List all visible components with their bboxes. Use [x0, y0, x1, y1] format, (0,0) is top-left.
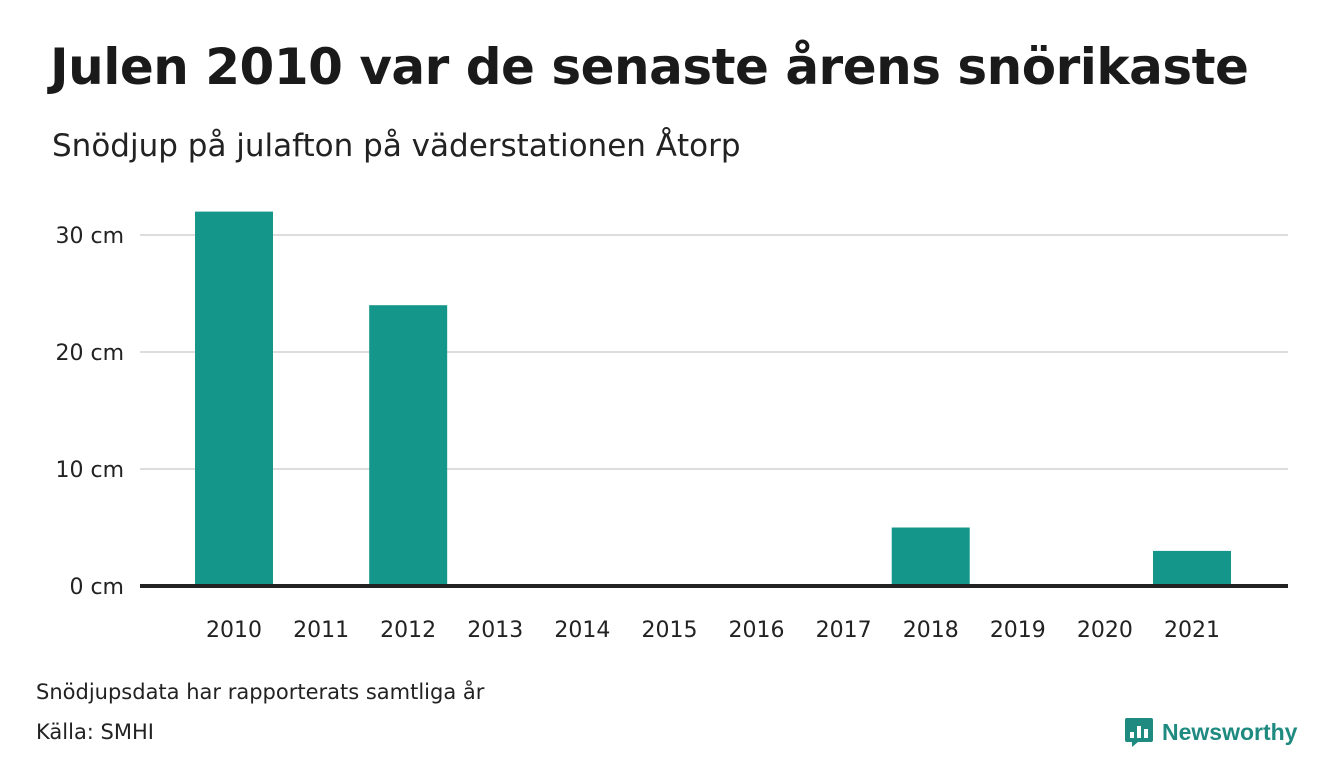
x-tick-label: 2016 [729, 618, 785, 643]
x-tick-label: 2014 [554, 618, 610, 643]
x-tick-label: 2011 [293, 618, 349, 643]
x-tick-label: 2018 [903, 618, 959, 643]
bar [1153, 550, 1231, 586]
x-tick-label: 2017 [816, 618, 872, 643]
bar [195, 211, 273, 586]
y-tick-label: 30 cm [55, 224, 124, 249]
source-note: Källa: SMHI [36, 720, 154, 744]
newsworthy-logo-icon [1125, 718, 1153, 747]
chart-title: Julen 2010 var de senaste årens snörikas… [50, 38, 1249, 96]
bar [369, 305, 448, 586]
y-tick-label: 20 cm [55, 341, 124, 366]
x-tick-label: 2013 [467, 618, 523, 643]
y-tick-label: 0 cm [69, 575, 124, 600]
x-tick-label: 2012 [380, 618, 436, 643]
x-tick-label: 2015 [641, 618, 697, 643]
x-tick-label: 2019 [990, 618, 1046, 643]
x-tick-label: 2010 [206, 618, 262, 643]
data-note: Snödjupsdata har rapporterats samtliga å… [36, 680, 485, 704]
chart-subtitle: Snödjup på julafton på väderstationen Åt… [52, 128, 741, 164]
x-tick-label: 2021 [1164, 618, 1220, 643]
y-tick-label: 10 cm [55, 458, 124, 483]
bar [891, 527, 970, 586]
x-tick-label: 2020 [1077, 618, 1133, 643]
brand-logo: Newsworthy [1124, 716, 1297, 748]
brand-name: Newsworthy [1162, 718, 1298, 745]
